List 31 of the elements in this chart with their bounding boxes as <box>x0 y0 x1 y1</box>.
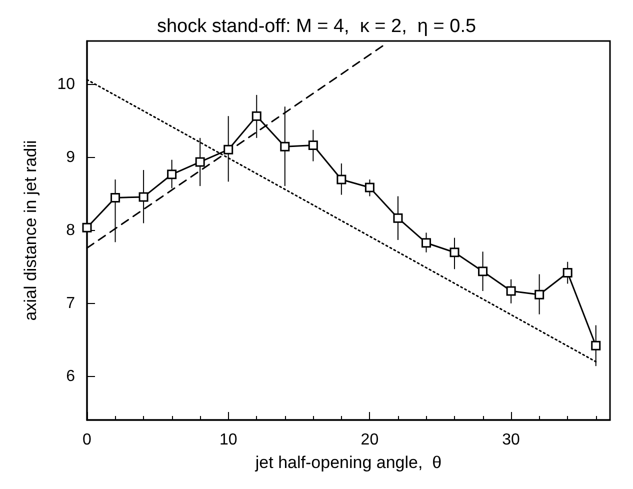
point <box>82 222 92 232</box>
x-tick-label: 0 <box>82 432 92 448</box>
point <box>224 144 234 154</box>
point <box>308 140 318 150</box>
point <box>534 290 544 300</box>
point <box>393 213 403 223</box>
x-axis-title: jet half-opening angle, θ <box>254 453 442 472</box>
point <box>506 286 516 296</box>
point <box>364 182 374 192</box>
point <box>336 174 346 184</box>
point <box>450 248 460 258</box>
y-tick-label: 6 <box>66 368 76 385</box>
chart-title: shock stand-off: M = 4, κ = 2, η = 0.5 <box>156 16 476 37</box>
point <box>138 192 148 202</box>
x-tick-label: 10 <box>219 432 238 448</box>
y-tick-label: 9 <box>66 149 76 166</box>
y-axis-title: axial distance in jet radii <box>21 140 40 321</box>
point <box>195 157 205 167</box>
y-tick-label: 7 <box>66 294 76 312</box>
x-tick-label: 20 <box>360 432 379 448</box>
x-tick-label: 30 <box>502 432 520 448</box>
point <box>252 111 262 121</box>
point <box>591 340 601 350</box>
point <box>478 266 488 276</box>
point <box>562 268 572 278</box>
y-tick-label: 8 <box>66 222 76 239</box>
point <box>167 170 177 180</box>
point <box>110 192 120 202</box>
point <box>421 238 431 248</box>
y-tick-label: 10 <box>57 76 76 94</box>
point <box>280 142 290 152</box>
